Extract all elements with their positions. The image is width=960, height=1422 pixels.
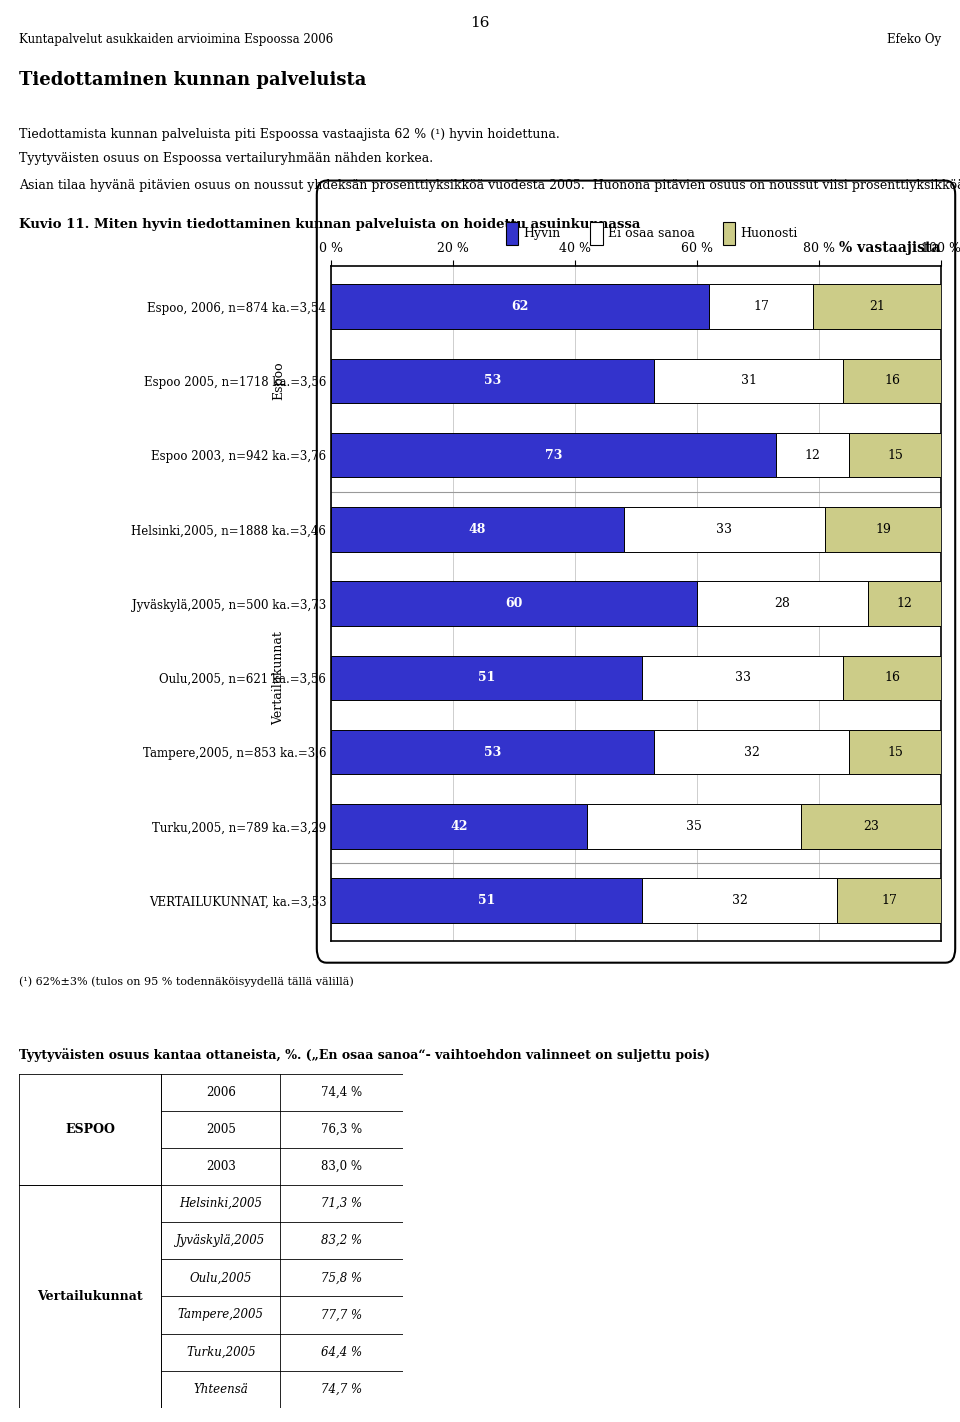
Text: 42: 42 [450,820,468,833]
Text: Ei osaa sanoa: Ei osaa sanoa [608,226,694,240]
Text: Jyväskylä,2005: Jyväskylä,2005 [177,1234,265,1247]
Text: 32: 32 [744,745,759,758]
Text: 17: 17 [753,300,769,313]
Text: 83,0 %: 83,0 % [322,1160,362,1173]
Text: 16: 16 [470,16,490,30]
Bar [837,879,941,923]
Text: 2003: 2003 [205,1160,236,1173]
Text: 74,7 %: 74,7 % [322,1382,362,1396]
Text: 48: 48 [468,523,486,536]
Bar [825,508,941,552]
Text: 51: 51 [478,671,495,684]
Text: Tampere,2005: Tampere,2005 [178,1308,264,1321]
Text: Tiedottaminen kunnan palveluista: Tiedottaminen kunnan palveluista [19,71,367,90]
Text: Asian tilaa hyvänä pitävien osuus on noussut yhdeksän prosenttiyksikköä vuodesta: Asian tilaa hyvänä pitävien osuus on nou… [19,179,960,192]
Text: 73: 73 [545,449,563,462]
Text: 21: 21 [869,300,885,313]
Text: Helsinki,2005: Helsinki,2005 [180,1197,262,1210]
Text: 71,3 %: 71,3 % [322,1197,362,1210]
Text: 31: 31 [741,374,756,387]
Bar [868,582,941,626]
Text: 33: 33 [734,671,751,684]
Bar [588,803,801,849]
Bar [642,879,837,923]
Text: ESPOO: ESPOO [65,1123,115,1136]
Bar [331,582,697,626]
Text: 15: 15 [887,449,903,462]
Text: 23: 23 [863,820,878,833]
Text: 75,8 %: 75,8 % [322,1271,362,1284]
Text: 51: 51 [478,894,495,907]
Text: Tiedottamista kunnan palveluista piti Espoossa vastaajista 62 % (¹) hyvin hoidet: Tiedottamista kunnan palveluista piti Es… [19,128,560,141]
Text: 2006: 2006 [205,1085,236,1099]
Bar [850,729,941,775]
Bar [331,656,642,700]
Bar [331,284,709,328]
Bar [331,803,588,849]
Text: Espoo: Espoo [272,361,285,400]
Bar [843,656,941,700]
Text: 12: 12 [804,449,821,462]
Bar [801,803,941,849]
Text: 53: 53 [484,745,501,758]
Text: Huonosti: Huonosti [740,226,798,240]
Bar [655,729,850,775]
Text: 33: 33 [716,523,732,536]
Text: Vertailukunnat: Vertailukunnat [37,1290,143,1303]
Text: 16: 16 [884,374,900,387]
Text: 76,3 %: 76,3 % [322,1123,362,1136]
Bar [331,432,777,478]
Text: 32: 32 [732,894,748,907]
Text: Hyvin: Hyvin [523,226,561,240]
Bar [331,729,655,775]
Bar [331,879,642,923]
Bar [813,284,941,328]
Text: Kuvio 11. Miten hyvin tiedottaminen kunnan palveluista on hoidettu asuinkunnassa: Kuvio 11. Miten hyvin tiedottaminen kunn… [19,218,640,230]
Bar [655,358,843,404]
Text: 35: 35 [686,820,702,833]
Text: Yhteensä: Yhteensä [193,1382,249,1396]
Text: 12: 12 [897,597,912,610]
Bar [331,358,655,404]
Text: 2005: 2005 [205,1123,236,1136]
Text: Tyytyväisten osuus kantaa ottaneista, %. („En osaa sanoa“- vaihtoehdon valinneet: Tyytyväisten osuus kantaa ottaneista, %.… [19,1048,710,1062]
Bar [843,358,941,404]
Text: 77,7 %: 77,7 % [322,1308,362,1321]
Bar [697,582,868,626]
Bar [624,508,825,552]
Text: (¹) 62%±3% (tulos on 95 % todennäköisyydellä tällä välillä): (¹) 62%±3% (tulos on 95 % todennäköisyyd… [19,977,354,987]
Bar [777,432,850,478]
Text: % vastaajista: % vastaajista [839,240,941,255]
Text: 28: 28 [775,597,790,610]
Text: 15: 15 [887,745,903,758]
Text: Efeko Oy: Efeko Oy [887,33,941,46]
Text: Tyytyväisten osuus on Espoossa vertailuryhmään nähden korkea.: Tyytyväisten osuus on Espoossa vertailur… [19,152,433,165]
Text: 60: 60 [505,597,523,610]
Text: 19: 19 [875,523,891,536]
Text: 64,4 %: 64,4 % [322,1345,362,1358]
Text: 83,2 %: 83,2 % [322,1234,362,1247]
Text: 74,4 %: 74,4 % [322,1085,362,1099]
Text: 16: 16 [884,671,900,684]
Text: Oulu,2005: Oulu,2005 [190,1271,252,1284]
Bar [642,656,843,700]
Bar [709,284,813,328]
Text: Vertailukunnat: Vertailukunnat [272,631,285,725]
Text: Turku,2005: Turku,2005 [186,1345,255,1358]
Text: Kuntapalvelut asukkaiden arvioimina Espoossa 2006: Kuntapalvelut asukkaiden arvioimina Espo… [19,33,333,46]
Text: 17: 17 [881,894,897,907]
Bar [850,432,941,478]
Text: 53: 53 [484,374,501,387]
Bar [331,508,624,552]
Text: 62: 62 [512,300,529,313]
